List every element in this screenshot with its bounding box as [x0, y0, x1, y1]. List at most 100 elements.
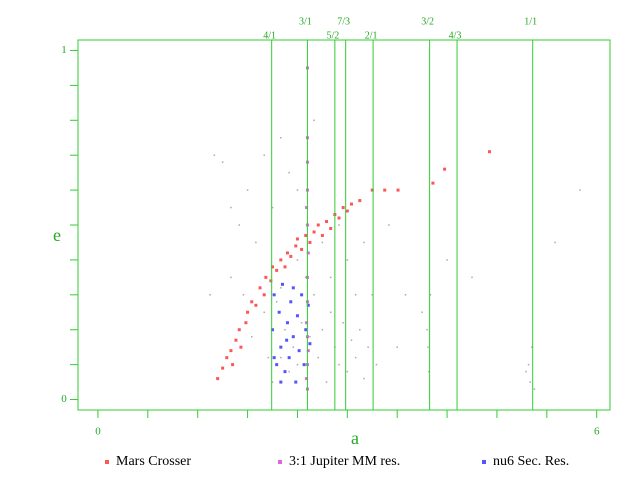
- point: [554, 241, 556, 244]
- point: [254, 303, 258, 307]
- point: [304, 233, 308, 237]
- legend-label: nu6 Sec. Res.: [493, 454, 569, 469]
- point: [531, 346, 533, 348]
- point: [325, 220, 329, 224]
- point: [313, 294, 315, 296]
- point: [209, 294, 211, 296]
- point: [239, 345, 243, 349]
- point: [288, 171, 290, 174]
- point: [338, 363, 340, 366]
- point: [329, 226, 333, 230]
- point: [289, 254, 293, 258]
- point: [295, 237, 299, 241]
- point: [288, 370, 290, 373]
- point: [250, 335, 253, 338]
- point: [287, 356, 291, 360]
- point: [346, 259, 349, 261]
- point: [275, 363, 279, 367]
- point: [264, 275, 268, 279]
- point: [262, 293, 266, 297]
- point: [295, 314, 299, 318]
- point: [305, 276, 307, 279]
- point: [221, 161, 224, 163]
- point: [283, 265, 287, 269]
- point: [471, 276, 473, 279]
- point: [296, 259, 299, 261]
- point: [279, 380, 283, 384]
- point: [258, 286, 262, 290]
- point: [527, 363, 530, 366]
- point: [291, 286, 295, 290]
- point: [300, 321, 303, 324]
- point: [533, 388, 536, 390]
- point: [329, 276, 332, 279]
- point: [358, 199, 362, 203]
- point: [345, 209, 349, 213]
- point: [280, 356, 282, 359]
- point: [267, 356, 270, 359]
- point: [308, 240, 312, 244]
- point: [230, 276, 232, 279]
- point: [294, 244, 298, 248]
- x-tick-label: 6: [594, 426, 600, 438]
- point: [221, 366, 225, 370]
- y-axis-label: e: [53, 225, 61, 245]
- point: [427, 346, 429, 348]
- point: [271, 206, 274, 209]
- point: [308, 342, 312, 346]
- point: [306, 303, 310, 307]
- point: [363, 377, 365, 380]
- point: [579, 189, 581, 191]
- point: [446, 259, 448, 261]
- legend-label: Mars Crosser: [116, 454, 191, 469]
- point: [244, 321, 248, 325]
- point: [421, 311, 423, 314]
- point: [285, 251, 289, 255]
- point: [213, 154, 216, 156]
- point: [242, 294, 245, 296]
- point: [337, 216, 341, 220]
- point: [346, 370, 349, 373]
- point: [294, 380, 298, 384]
- point: [246, 310, 250, 314]
- point: [309, 335, 311, 338]
- point: [250, 300, 254, 304]
- point: [296, 189, 299, 191]
- legend-marker: [278, 460, 282, 464]
- legend-label: 3:1 Jupiter MM res.: [289, 454, 400, 469]
- point: [231, 363, 235, 367]
- point: [271, 265, 275, 269]
- point: [396, 188, 400, 192]
- point: [429, 294, 432, 296]
- x-tick-label: 0: [95, 426, 101, 438]
- point: [283, 370, 287, 374]
- resonance-label: 1/1: [524, 16, 537, 27]
- legend-marker: [482, 460, 486, 464]
- point: [285, 338, 289, 342]
- point: [237, 328, 241, 332]
- point: [279, 345, 283, 349]
- point: [305, 377, 309, 381]
- point: [529, 381, 531, 383]
- x-axis-label: a: [351, 428, 359, 448]
- point: [325, 381, 328, 383]
- point: [271, 328, 275, 332]
- point: [272, 293, 276, 297]
- point: [306, 251, 310, 255]
- resonance-label: 7/3: [337, 16, 350, 27]
- point: [431, 181, 435, 185]
- point: [350, 339, 353, 341]
- point: [246, 189, 249, 191]
- point: [238, 224, 241, 226]
- resonance-label: 4/3: [449, 30, 462, 41]
- point: [230, 206, 232, 209]
- point: [443, 167, 447, 171]
- point: [275, 268, 279, 272]
- point: [229, 349, 233, 353]
- point: [291, 335, 295, 339]
- point: [275, 301, 278, 303]
- point: [269, 279, 273, 283]
- point: [341, 206, 345, 210]
- point: [300, 247, 304, 251]
